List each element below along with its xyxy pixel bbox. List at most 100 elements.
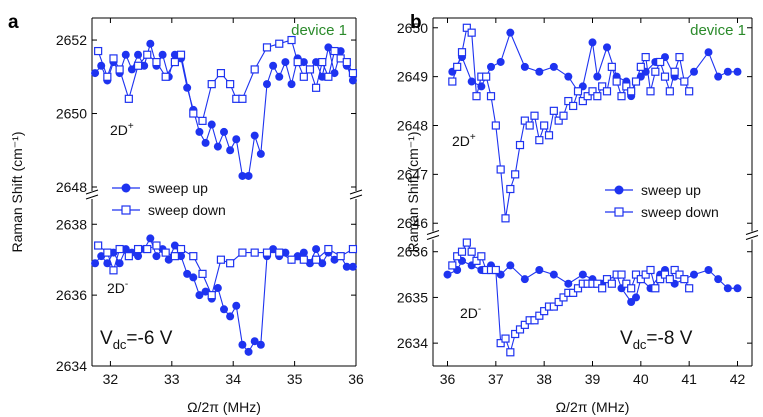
data-point [94, 46, 103, 56]
series-sweep-down-lower [94, 241, 358, 300]
x-tick-label: 40 [633, 371, 649, 387]
data-point [330, 255, 339, 264]
axis-break-mark [349, 189, 363, 195]
data-point [549, 270, 558, 279]
data-point [198, 269, 207, 278]
data-point [121, 245, 130, 254]
data-point [535, 136, 544, 145]
axis-break-mark [745, 230, 759, 235]
data-point [588, 87, 597, 96]
data-point [164, 255, 173, 264]
data-point [97, 252, 106, 261]
data-point [226, 259, 235, 268]
data-point [94, 241, 103, 250]
legend-marker-circle [614, 185, 624, 195]
legend-label: sweep up [148, 180, 208, 196]
data-point [318, 259, 327, 268]
data-point [472, 92, 481, 101]
y-tick-label: 2646 [397, 215, 428, 231]
data-point [462, 23, 471, 32]
data-point [477, 252, 486, 261]
data-point [486, 92, 496, 101]
data-point [305, 65, 315, 74]
data-point [564, 279, 573, 288]
x-tick-label: 39 [585, 371, 601, 387]
data-point [170, 241, 179, 250]
data-point [133, 244, 143, 254]
data-point [198, 116, 207, 125]
x-tick-label: 34 [225, 371, 241, 387]
data-point [704, 48, 713, 57]
data-point [622, 82, 631, 91]
data-point [238, 94, 247, 103]
y-tick-label: 2634 [56, 358, 87, 374]
data-point [714, 72, 723, 81]
data-point [299, 255, 308, 264]
data-point [318, 57, 327, 67]
data-point [704, 266, 713, 274]
data-point [189, 252, 198, 261]
data-point [670, 67, 679, 76]
data-point [593, 92, 602, 101]
data-point [603, 43, 611, 52]
data-point [530, 111, 539, 120]
data-point [312, 245, 321, 254]
data-point [262, 80, 271, 89]
data-point [220, 305, 228, 314]
data-point [127, 65, 136, 74]
data-point [256, 340, 265, 349]
y-tick-label: 2636 [56, 287, 87, 303]
data-point [631, 77, 641, 86]
data-point [665, 87, 674, 96]
x-axis-label: Ω/2π (MHz) [556, 399, 630, 415]
data-point [220, 127, 228, 136]
data-point [183, 83, 192, 92]
data-point [506, 28, 515, 37]
y-tick-label: 2636 [397, 244, 428, 260]
data-point [520, 320, 529, 329]
data-point [115, 244, 124, 254]
data-point [348, 76, 357, 85]
data-point [453, 252, 462, 261]
data-point [569, 288, 578, 297]
data-point [275, 248, 284, 257]
vdc-sub: dc [113, 337, 127, 352]
data-point [487, 62, 495, 71]
data-point [675, 52, 684, 62]
data-point [269, 61, 278, 70]
data-point [506, 184, 515, 194]
data-point [612, 77, 621, 86]
data-point [330, 46, 339, 56]
data-point [491, 265, 500, 275]
x-tick-label: 36 [440, 371, 456, 387]
legend-label: sweep down [641, 204, 719, 220]
data-point [467, 28, 476, 37]
data-point [535, 311, 544, 320]
data-point [287, 35, 296, 45]
data-point [467, 77, 476, 86]
data-point [593, 279, 602, 288]
data-point [631, 270, 641, 279]
data-point [540, 307, 549, 316]
data-point [232, 135, 241, 144]
panel-letter: b [410, 12, 422, 33]
data-point [457, 48, 467, 57]
data-point [158, 50, 167, 59]
data-point [680, 77, 689, 86]
y-tick-label: 2650 [397, 20, 428, 36]
x-axis-label: Ω/2π (MHz) [187, 399, 261, 415]
data-point [170, 252, 179, 261]
data-point [520, 116, 529, 125]
data-point [293, 252, 302, 261]
data-point [348, 262, 357, 271]
data-point [183, 269, 192, 278]
peak-label-sup: + [470, 132, 476, 143]
data-point [530, 316, 539, 325]
data-point [733, 284, 742, 293]
peak-label-sup: + [128, 121, 134, 132]
data-point [714, 275, 723, 284]
axis-break-mark [349, 194, 363, 200]
data-point [511, 329, 520, 339]
peak-label-main: 2D [452, 133, 470, 149]
data-point [448, 77, 457, 86]
